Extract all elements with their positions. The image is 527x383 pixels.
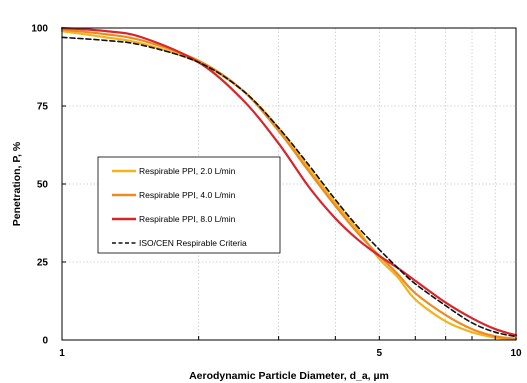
y-tick-label: 100 (31, 24, 48, 35)
legend-label: Respirable PPI, 2.0 L/min (139, 166, 236, 176)
legend-box (97, 156, 281, 254)
legend: Respirable PPI, 2.0 L/min Respirable PPI,… (97, 156, 281, 254)
legend-label: ISO/CEN Respirable Criteria (139, 238, 247, 248)
legend-label: Respirable PPI, 4.0 L/min (139, 190, 236, 200)
y-tick-label: 75 (37, 102, 49, 113)
y-tick-label: 25 (37, 258, 49, 269)
x-tick-label: 5 (377, 348, 383, 359)
series-line-2 (60, 26, 518, 337)
x-tick-label: 10 (510, 348, 522, 359)
tick-layer: 0 25 50 75 100 1 5 10 (31, 24, 522, 360)
y-tick-label: 50 (37, 180, 49, 191)
series-line-1 (60, 28, 518, 340)
x-tick-label: 1 (59, 348, 65, 359)
series-layer (60, 26, 518, 341)
x-axis-label: Aerodynamic Particle Diameter, d_a, µm (189, 370, 389, 382)
y-axis-label: Penetration, P, % (11, 141, 23, 226)
grid-layer (62, 28, 516, 340)
y-tick-label: 0 (42, 336, 48, 347)
legend-label: Respirable PPI, 8.0 L/min (139, 214, 236, 224)
series-line-3 (61, 36, 517, 338)
